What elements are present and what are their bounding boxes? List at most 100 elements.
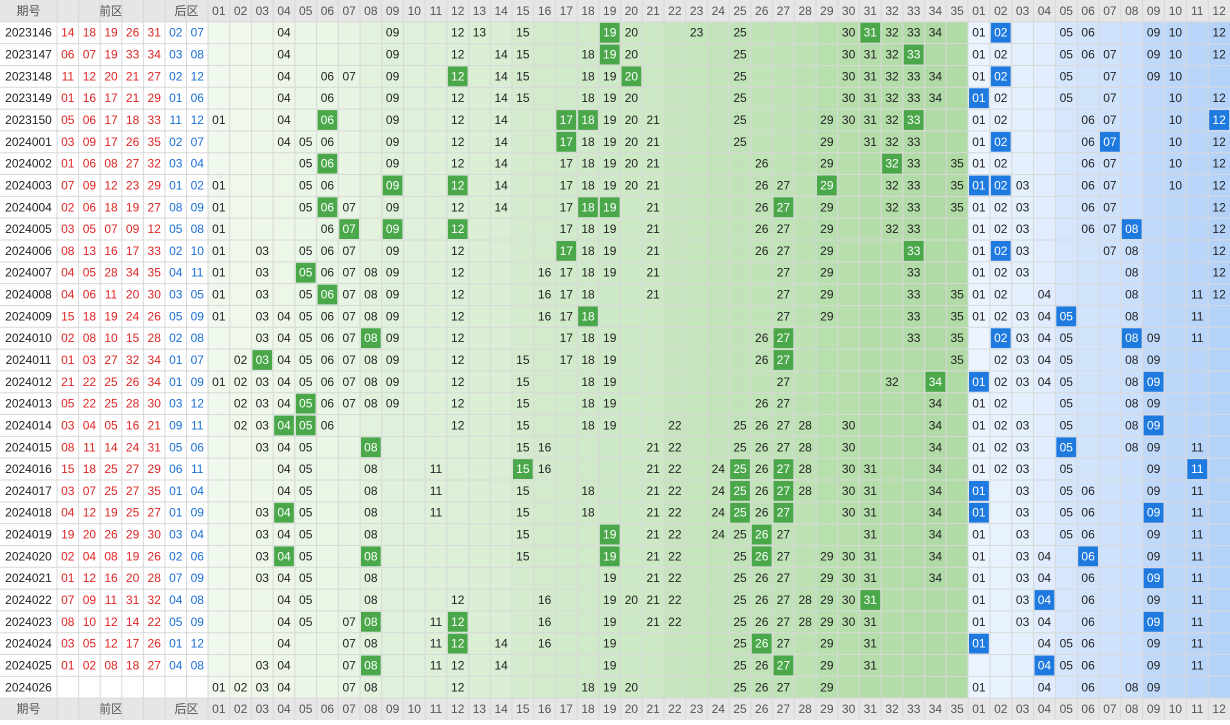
back-trend: 05 [1060, 528, 1074, 542]
front-hit-bg [882, 153, 902, 174]
front-ball: 04 [83, 418, 97, 432]
front-trend: 19 [603, 593, 617, 607]
header-cell: 03 [1016, 4, 1030, 18]
header-cell: 14 [494, 702, 508, 716]
front-trend: 04 [277, 637, 291, 651]
back-ball: 08 [191, 48, 205, 62]
front-hit: 08 [364, 615, 378, 629]
front-trend: 25 [733, 26, 747, 40]
front-trend: 34 [929, 549, 943, 563]
back-ball: 03 [169, 397, 183, 411]
back-trend: 04 [1038, 375, 1052, 389]
front-ball: 24 [126, 440, 140, 454]
header-cell: 12 [451, 4, 465, 18]
back-ball: 02 [169, 26, 183, 40]
header-cell: 06 [1081, 4, 1095, 18]
front-hit: 33 [907, 48, 921, 62]
back-trend: 03 [1016, 331, 1030, 345]
front-trend: 09 [386, 69, 400, 83]
front-trend: 08 [364, 266, 378, 280]
front-hit: 25 [733, 506, 747, 520]
front-trend: 14 [494, 91, 508, 105]
back-ball: 07 [191, 135, 205, 149]
front-trend: 09 [386, 157, 400, 171]
back-hit: 09 [1147, 506, 1161, 520]
back-ball: 03 [169, 528, 183, 542]
back-trend: 10 [1169, 178, 1183, 192]
front-ball: 11 [62, 69, 75, 83]
header-cell: 30 [842, 702, 856, 716]
header-cell: 15 [516, 702, 530, 716]
front-trend: 32 [885, 375, 899, 389]
back-trend: 07 [1103, 200, 1117, 214]
column-bg [1120, 0, 1144, 720]
front-hit-bg [361, 328, 381, 349]
front-trend: 12 [451, 266, 465, 280]
front-trend: 07 [342, 200, 356, 214]
front-trend: 01 [212, 266, 226, 280]
period: 2024005 [5, 222, 52, 236]
front-trend: 09 [386, 244, 400, 258]
front-trend: 30 [842, 571, 856, 585]
front-ball: 18 [126, 113, 140, 127]
back-hit-bg [1143, 502, 1164, 523]
column-bg [1011, 0, 1034, 720]
column-bg [1208, 0, 1230, 720]
back-ball: 09 [191, 375, 205, 389]
front-trend: 09 [386, 26, 400, 40]
front-ball: 26 [126, 375, 140, 389]
header-cell: 33 [907, 4, 921, 18]
back-hit: 01 [972, 91, 986, 105]
front-trend: 29 [820, 135, 834, 149]
back-trend: 01 [972, 418, 986, 432]
header-cell: 04 [1038, 702, 1052, 716]
front-trend: 30 [842, 91, 856, 105]
front-trend: 01 [212, 244, 226, 258]
front-trend: 26 [755, 353, 769, 367]
back-ball: 11 [191, 418, 204, 432]
front-ball: 29 [148, 178, 162, 192]
front-ball: 02 [83, 658, 97, 672]
front-trend: 06 [321, 397, 335, 411]
period: 2024022 [5, 593, 52, 607]
front-trend: 27 [777, 549, 791, 563]
period: 2024013 [5, 397, 52, 411]
front-hit: 20 [625, 69, 639, 83]
period: 2024012 [5, 375, 52, 389]
front-ball: 06 [83, 200, 97, 214]
back-trend: 06 [1081, 658, 1095, 672]
front-trend: 19 [603, 615, 617, 629]
front-trend: 12 [451, 418, 465, 432]
front-trend: 29 [820, 157, 834, 171]
front-trend: 18 [581, 375, 595, 389]
header-cell: 12 [1212, 4, 1226, 18]
back-trend: 08 [1125, 440, 1139, 454]
front-trend: 05 [299, 440, 313, 454]
front-trend: 03 [256, 528, 270, 542]
front-trend: 34 [929, 462, 943, 476]
front-hit-bg [773, 459, 794, 479]
front-hit-bg [447, 175, 468, 196]
front-ball: 04 [61, 506, 75, 520]
front-ball: 10 [104, 331, 118, 345]
front-trend: 05 [299, 571, 313, 585]
front-hit: 25 [733, 462, 747, 476]
front-trend: 17 [560, 178, 574, 192]
back-trend: 05 [1060, 397, 1074, 411]
front-hit: 12 [451, 615, 465, 629]
column-bg [425, 0, 448, 720]
period: 2024003 [5, 178, 52, 192]
back-ball: 04 [191, 528, 205, 542]
front-trend: 26 [755, 658, 769, 672]
column-bg [1055, 0, 1078, 720]
back-trend: 03 [1016, 222, 1030, 236]
front-ball: 12 [104, 615, 118, 629]
back-trend: 05 [1060, 637, 1074, 651]
front-trend: 16 [538, 462, 552, 476]
front-trend: 15 [516, 91, 530, 105]
back-trend: 01 [972, 222, 986, 236]
header-cell: 20 [625, 4, 639, 18]
front-hit: 25 [733, 484, 747, 498]
front-ball: 19 [104, 26, 118, 40]
header-cell: 26 [755, 702, 769, 716]
